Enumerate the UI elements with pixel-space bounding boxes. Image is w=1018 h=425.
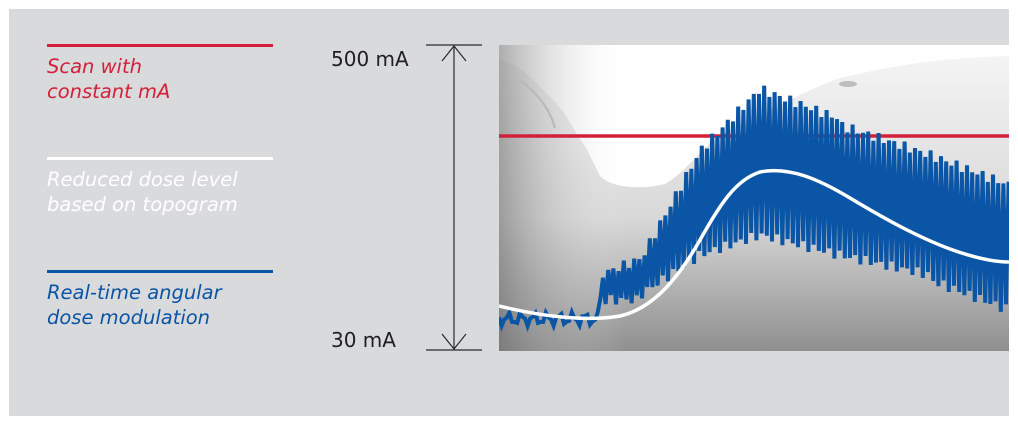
legend-angular-modulation: Real-time angular dose modulation <box>47 270 273 330</box>
legend-label-modulation: Real-time angular dose modulation <box>47 281 222 329</box>
axis-max-label: 500 mA <box>331 47 409 71</box>
chin-contour <box>519 79 556 129</box>
reduced-dose-curve <box>499 168 1009 321</box>
ma-range-axis <box>426 44 482 351</box>
legend-line-modulation <box>47 270 273 273</box>
nipple-shadow <box>839 81 857 87</box>
legend-line-reduced <box>47 157 273 160</box>
legend-constant-ma: Scan with constant mA <box>47 44 273 104</box>
legend-label-constant: Scan with constant mA <box>47 55 171 103</box>
axis-min-label: 30 mA <box>331 328 396 352</box>
legend-line-constant <box>47 44 273 47</box>
legend-reduced-dose: Reduced dose level based on topogram <box>47 157 273 217</box>
legend-label-reduced: Reduced dose level based on topogram <box>47 168 238 216</box>
